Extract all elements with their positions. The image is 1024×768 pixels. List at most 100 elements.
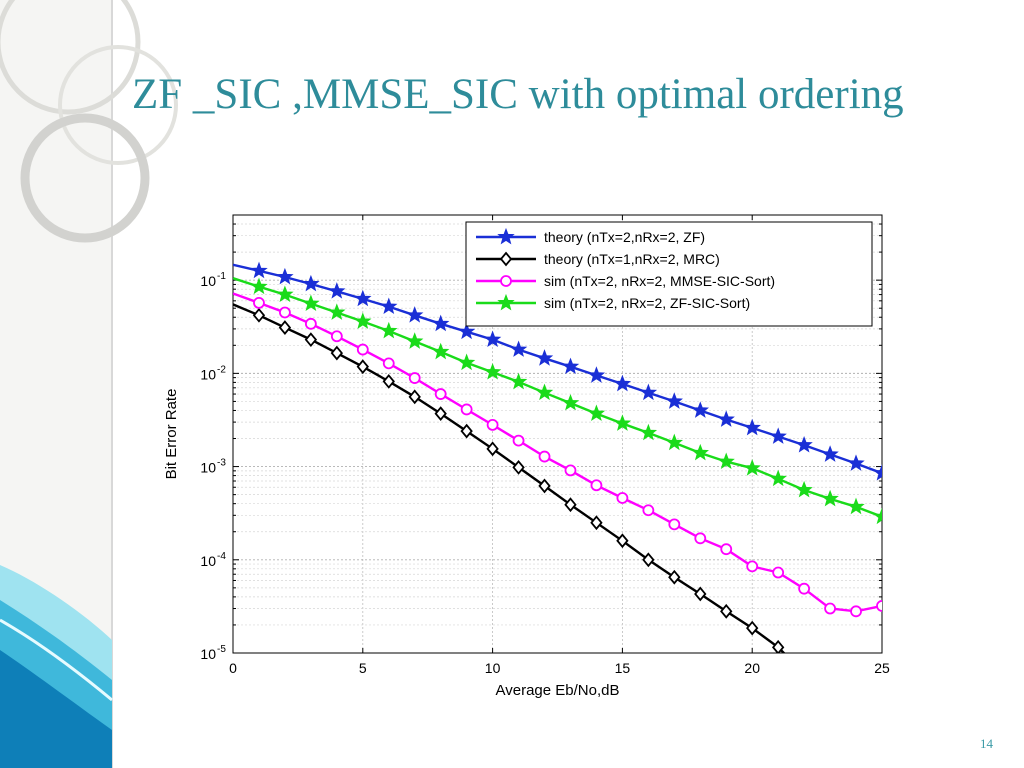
legend-item: sim (nTx=2, nRx=2, ZF-SIC-Sort): [476, 293, 750, 311]
data-point-star: [691, 443, 709, 461]
y-tick-label: 10: [200, 646, 216, 662]
series-3: [233, 292, 882, 618]
data-point-star: [717, 452, 735, 470]
data-point-circle: [304, 317, 317, 330]
data-point-diamond: [590, 515, 603, 531]
data-point-star: [432, 314, 450, 332]
decorative-ring-middle: [58, 45, 178, 165]
data-point-star: [535, 383, 554, 401]
data-point-star: [328, 282, 346, 299]
legend-item: sim (nTx=2, nRx=2, MMSE-SIC-Sort): [476, 273, 775, 289]
series-line: [233, 292, 882, 613]
data-point-star: [613, 374, 632, 392]
data-point-star: [613, 414, 632, 431]
data-point-star: [769, 469, 787, 487]
series-4: [233, 277, 882, 525]
data-point-diamond: [616, 533, 629, 549]
data-point-circle: [772, 566, 785, 579]
data-point-circle: [460, 403, 473, 416]
data-point-star: [587, 404, 606, 422]
decorative-ring-top: [0, 0, 141, 115]
data-point-star: [302, 274, 320, 292]
data-point-star: [354, 289, 372, 307]
data-point-star: [276, 267, 294, 285]
data-point-circle: [798, 582, 811, 595]
data-point-circle: [668, 518, 681, 531]
x-tick-label: 20: [744, 660, 760, 676]
data-point-diamond: [278, 320, 292, 335]
series-layer: [233, 261, 882, 653]
series-line: [233, 303, 786, 653]
data-point-circle: [408, 372, 421, 384]
y-tick-exponent: -5: [217, 644, 226, 655]
data-point-diamond: [746, 620, 759, 636]
data-point-circle: [824, 602, 836, 615]
data-point-star: [665, 392, 683, 409]
page-number: 14: [980, 736, 993, 751]
data-point-star: [743, 418, 761, 436]
legend-label: sim (nTx=2, nRx=2, MMSE-SIC-Sort): [544, 273, 775, 289]
data-point-star: [509, 340, 528, 357]
data-point-star: [483, 363, 502, 380]
y-tick-exponent: -3: [217, 458, 226, 469]
data-point-circle: [746, 560, 759, 573]
y-tick-exponent: -2: [217, 364, 226, 375]
data-point-circle: [382, 357, 395, 370]
data-point-star: [795, 480, 813, 498]
data-point-star: [795, 435, 813, 453]
data-point-circle: [642, 504, 655, 517]
data-point-star: [691, 401, 709, 418]
data-point-star: [847, 497, 865, 515]
data-point-star: [406, 306, 424, 323]
legend-item: theory (nTx=2,nRx=2, ZF): [476, 227, 705, 245]
legend-label: sim (nTx=2, nRx=2, ZF-SIC-Sort): [544, 295, 750, 311]
legend: theory (nTx=2,nRx=2, ZF) theory (nTx=1,nR…: [465, 221, 873, 327]
x-tick-labels: 0 5 10 15 20 25: [229, 660, 890, 676]
data-point-circle: [330, 330, 343, 343]
data-point-star: [457, 322, 476, 340]
data-point-star: [561, 357, 580, 375]
ber-chart: 0 5 10 15 20 25 10-110-210-310-410-5 Average …: [163, 214, 890, 699]
data-point-star: [821, 445, 839, 462]
data-point-diamond: [512, 459, 525, 475]
x-tick-label: 15: [615, 660, 631, 676]
data-point-star: [847, 454, 865, 471]
y-tick-label: 10: [200, 553, 216, 569]
data-point-star: [769, 427, 787, 444]
data-point-diamond: [538, 478, 551, 494]
data-point-star: [406, 332, 424, 349]
data-point-star: [380, 321, 398, 339]
data-point-diamond: [382, 373, 395, 389]
data-point-circle: [356, 343, 369, 356]
decorative-wave-front: [0, 650, 112, 768]
x-tick-label: 25: [874, 660, 890, 676]
x-tick-label: 10: [485, 660, 501, 676]
series-1: [233, 261, 882, 481]
data-point-diamond: [771, 639, 785, 653]
data-point-star: [302, 294, 320, 312]
data-point-circle: [279, 306, 291, 319]
decorative-wave-highlight: [0, 618, 113, 702]
data-point-diamond: [499, 251, 513, 267]
x-tick-label: 5: [359, 660, 367, 676]
data-point-circle: [538, 450, 551, 463]
decorative-ring-bottom: [20, 113, 150, 243]
y-tick-labels: 10-110-210-310-410-5: [200, 271, 226, 662]
data-point-diamond: [356, 359, 369, 375]
data-point-diamond: [694, 586, 707, 602]
x-axis-label: Average Eb/No,dB: [496, 682, 620, 699]
data-point-circle: [512, 434, 525, 447]
data-point-star: [497, 227, 515, 245]
data-point-circle: [850, 605, 862, 618]
y-tick-label: 10: [200, 460, 216, 476]
slide-title: ZF _SIC ,MMSE_SIC with optimal ordering: [132, 71, 904, 118]
y-tick-exponent: -1: [217, 271, 226, 282]
data-point-star: [380, 297, 398, 315]
data-point-star: [717, 410, 735, 427]
data-point-star: [250, 261, 268, 279]
y-tick-label: 10: [200, 273, 216, 289]
legend-box: [465, 221, 873, 327]
data-point-diamond: [408, 389, 421, 405]
data-point-star: [276, 285, 294, 303]
data-point-circle: [253, 297, 265, 309]
